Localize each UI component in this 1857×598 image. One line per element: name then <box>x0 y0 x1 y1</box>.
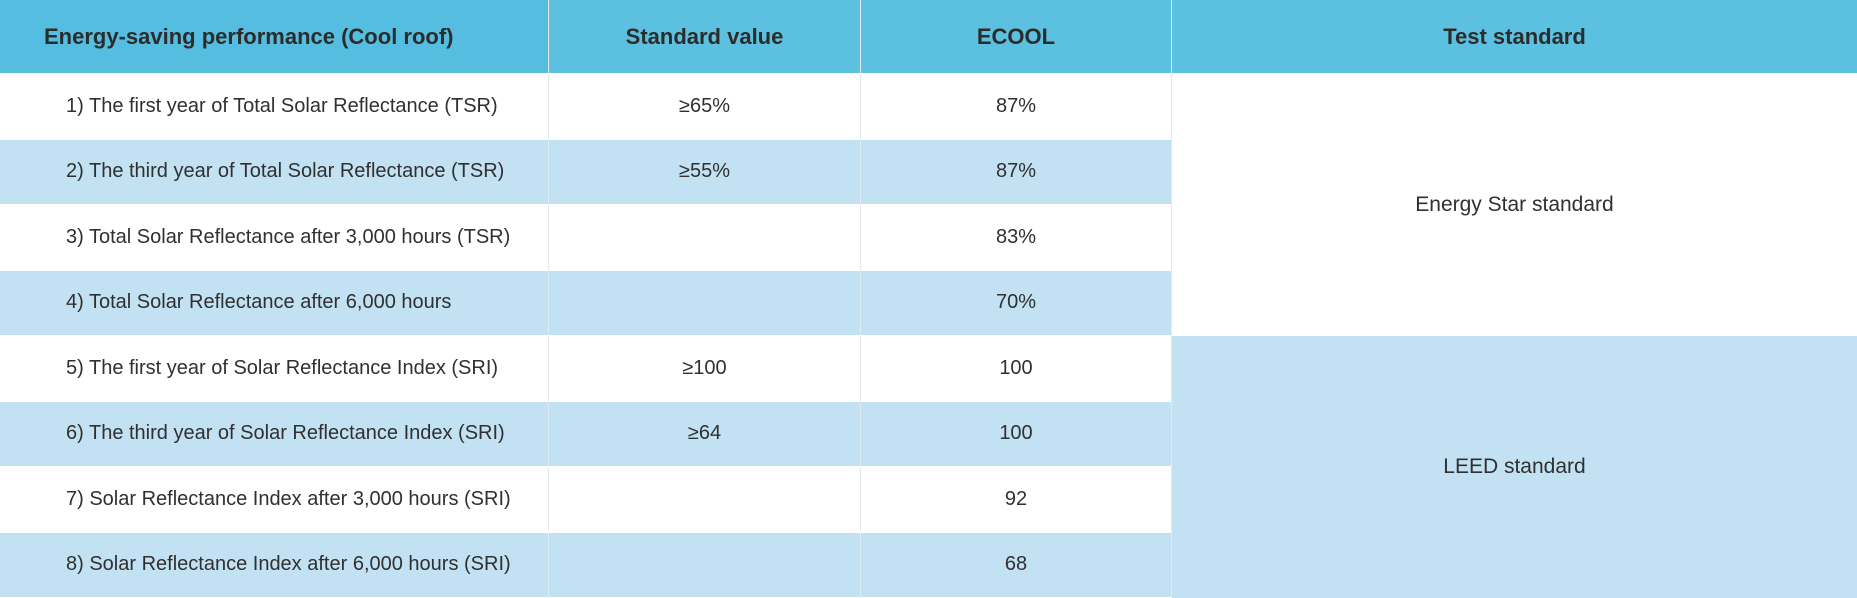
row-ecool: 70% <box>860 271 1172 337</box>
row-std <box>548 467 860 533</box>
row-std <box>548 271 860 337</box>
row-ecool: 92 <box>860 467 1172 533</box>
row-std: ≥64 <box>548 402 860 468</box>
row-label: 3) Total Solar Reflectance after 3,000 h… <box>0 205 548 271</box>
row-label: 7) Solar Reflectance Index after 3,000 h… <box>0 467 548 533</box>
row-label: 6) The third year of Solar Reflectance I… <box>0 402 548 468</box>
col-header-test-standard: Test standard <box>1172 0 1857 74</box>
row-ecool: 87% <box>860 140 1172 206</box>
row-ecool: 87% <box>860 74 1172 140</box>
row-label: 4) Total Solar Reflectance after 6,000 h… <box>0 271 548 337</box>
row-label: 1) The first year of Total Solar Reflect… <box>0 74 548 140</box>
row-std: ≥100 <box>548 336 860 402</box>
performance-table: Energy-saving performance (Cool roof) St… <box>0 0 1857 598</box>
row-ecool: 100 <box>860 402 1172 468</box>
col-header-standard-value: Standard value <box>548 0 860 74</box>
row-std <box>548 205 860 271</box>
row-std: ≥55% <box>548 140 860 206</box>
row-label: 8) Solar Reflectance Index after 6,000 h… <box>0 533 548 598</box>
row-std <box>548 533 860 598</box>
test-standard-group-1: Energy Star standard <box>1172 74 1857 336</box>
row-ecool: 68 <box>860 533 1172 598</box>
row-std: ≥65% <box>548 74 860 140</box>
col-header-performance: Energy-saving performance (Cool roof) <box>0 0 548 74</box>
row-ecool: 100 <box>860 336 1172 402</box>
test-standard-group-2: LEED standard <box>1172 336 1857 598</box>
row-label: 5) The first year of Solar Reflectance I… <box>0 336 548 402</box>
row-ecool: 83% <box>860 205 1172 271</box>
col-header-ecool: ECOOL <box>860 0 1172 74</box>
row-label: 2) The third year of Total Solar Reflect… <box>0 140 548 206</box>
